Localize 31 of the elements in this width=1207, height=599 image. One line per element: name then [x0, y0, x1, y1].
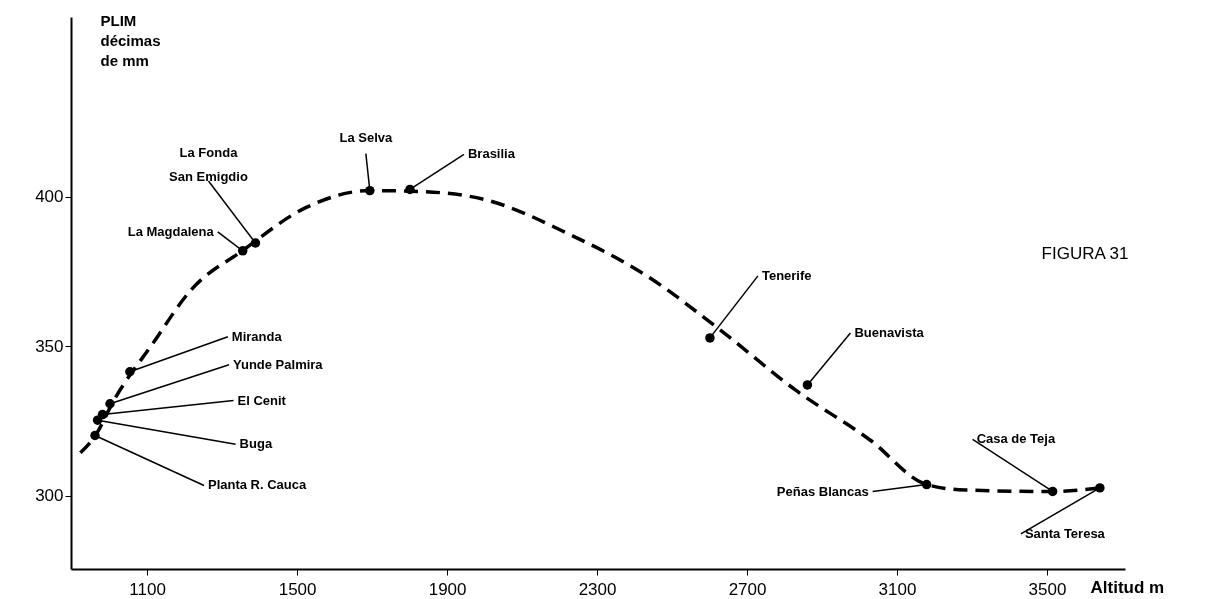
text: FIGURA 31 — [1041, 244, 1129, 263]
point — [105, 399, 115, 409]
y-tick-label: 400 — [35, 187, 64, 207]
annotation: La Fonda San Emigdio — [169, 145, 248, 185]
x-tick-label: 1900 — [428, 579, 467, 599]
y-tick-label: 300 — [35, 486, 64, 506]
point — [125, 367, 135, 377]
y-tick-label: 350 — [35, 336, 64, 356]
annotation: Planta R. Cauca — [208, 477, 308, 493]
y-axis-title: PLIM décimas de mm — [100, 11, 161, 69]
annotation: Buenavista — [854, 324, 925, 340]
annotation: Tenerife — [761, 267, 812, 283]
annotation: Buga — [239, 436, 273, 452]
x-tick-label: 1100 — [129, 579, 166, 599]
annotation: La Selva — [339, 129, 393, 145]
x-tick-label: 2700 — [728, 579, 767, 599]
annotation: Santa Teresa — [1024, 525, 1106, 541]
annotation: Yunde Palmira — [233, 356, 324, 372]
x-tick-label: 1500 — [278, 579, 317, 599]
annotation: Brasilia — [467, 146, 516, 162]
x-tick-label: 3500 — [1028, 579, 1067, 599]
annotation: Peñas Blancas — [776, 483, 869, 499]
annotation: El Cenit — [237, 392, 287, 408]
point — [705, 333, 715, 343]
annotation: Casa de Teja — [976, 431, 1056, 447]
annotation: La Magdalena — [127, 223, 215, 239]
x-axis-title: Altitud m — [1090, 577, 1165, 597]
x-tick-label: 2300 — [578, 579, 617, 599]
annotation: Miranda — [231, 328, 283, 344]
point — [90, 430, 100, 441]
x-tick-label: 3100 — [878, 579, 917, 599]
